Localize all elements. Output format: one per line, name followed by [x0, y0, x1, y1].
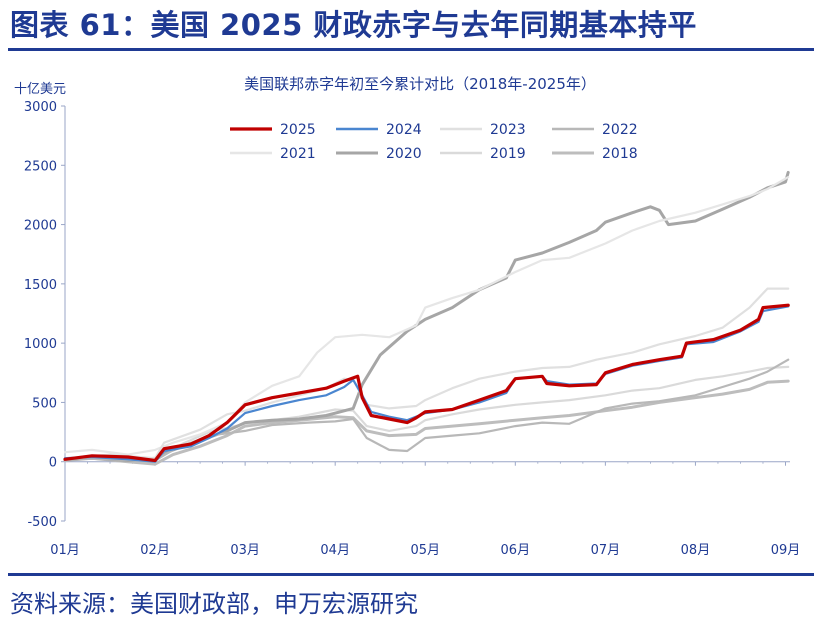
y-tick-label: 0 — [49, 456, 57, 471]
y-tick-label: 2500 — [24, 159, 57, 174]
x-tick-label: 02月 — [140, 543, 170, 558]
source-note: 资料来源：美国财政部，申万宏源研究 — [10, 590, 418, 618]
series-line-2018 — [63, 379, 790, 466]
y-tick-label: 1500 — [24, 278, 57, 293]
x-tick-label: 03月 — [230, 543, 260, 558]
legend-label-2024: 2024 — [386, 122, 422, 138]
series-line-2021 — [63, 176, 790, 456]
x-tick-label: 07月 — [591, 543, 621, 558]
x-tick-label: 08月 — [681, 543, 711, 558]
x-tick-label: 06月 — [501, 543, 531, 558]
x-tick-label: 09月 — [771, 543, 801, 558]
legend-label-2019: 2019 — [490, 146, 526, 162]
y-tick-label: -500 — [27, 515, 57, 530]
legend-label-2022: 2022 — [602, 122, 638, 138]
x-tick-label: 01月 — [50, 543, 80, 558]
series-line-2025 — [63, 303, 790, 463]
x-tick-label: 04月 — [320, 543, 350, 558]
legend: 2025 2024 2023 2022 2021 2020 2019 2018 — [230, 122, 638, 162]
legend-label-2020: 2020 — [386, 146, 422, 162]
y-tick-label: 2000 — [24, 219, 57, 234]
legend-label-2018: 2018 — [602, 146, 638, 162]
y-tick-label: 1000 — [24, 337, 57, 352]
series-lines — [63, 170, 790, 466]
deficit-line-chart: 美国联邦赤字年初至今累计对比（2018年-2025年） 十亿美元 -500 0 50… — [14, 75, 800, 558]
legend-label-2023: 2023 — [490, 122, 526, 138]
legend-label-2025: 2025 — [280, 122, 316, 138]
series-line-2022 — [63, 358, 790, 462]
axes: -500 0 500 1000 1500 2000 2500 3000 01月 02月 03月 04月… — [24, 100, 800, 558]
chart-title: 美国联邦赤字年初至今累计对比（2018年-2025年） — [244, 75, 596, 93]
y-axis-unit-label: 十亿美元 — [14, 82, 66, 97]
figure-title: 图表 61：美国 2025 财政赤字与去年同期基本持平 — [10, 8, 697, 42]
y-tick-label: 500 — [32, 396, 57, 411]
series-line-2019 — [63, 365, 790, 462]
series-line-2023 — [63, 287, 790, 460]
y-tick-label: 3000 — [24, 100, 57, 115]
x-tick-label: 05月 — [410, 543, 440, 558]
source-rule — [8, 573, 814, 576]
title-rule — [8, 48, 814, 51]
legend-label-2021: 2021 — [280, 146, 316, 162]
